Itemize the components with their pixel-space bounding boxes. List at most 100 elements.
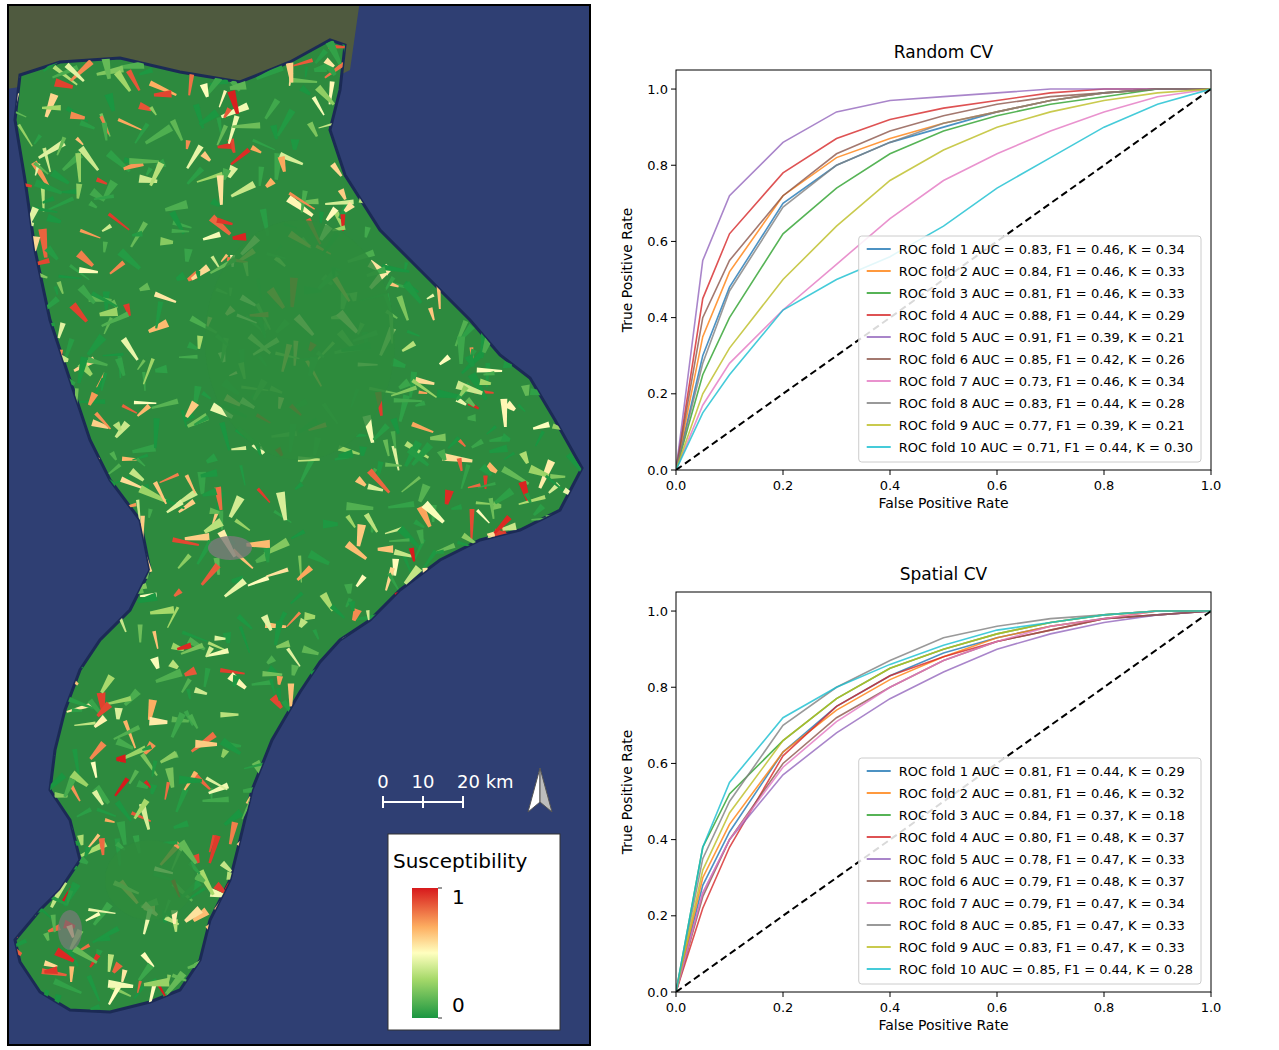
texture-patch (191, 264, 211, 280)
texture-patch (549, 399, 571, 407)
texture-patch (366, 610, 370, 620)
texture-patch (378, 87, 394, 102)
x-tick (783, 470, 784, 475)
texture-patch (124, 583, 137, 594)
texture-patch (481, 191, 501, 207)
texture-patch (172, 229, 190, 233)
texture-patch (342, 122, 356, 139)
scale-label: 0 (377, 771, 388, 792)
texture-patch (569, 606, 590, 621)
texture-patch (559, 774, 563, 784)
legend-label: ROC fold 3 AUC = 0.81, F1 = 0.46, K = 0.… (899, 286, 1185, 301)
texture-patch (326, 892, 339, 897)
texture-patch (205, 969, 216, 979)
texture-patch (351, 809, 358, 820)
texture-patch (497, 668, 506, 679)
y-tick-label: 0.8 (647, 680, 668, 695)
texture-patch (219, 422, 230, 451)
texture-patch (575, 255, 582, 267)
texture-patch (20, 817, 30, 825)
texture-patch (548, 86, 554, 100)
texture-patch (359, 446, 367, 456)
texture-patch (421, 93, 429, 110)
texture-patch (255, 980, 277, 996)
texture-patch (397, 816, 402, 828)
texture-patch (274, 621, 283, 646)
texture-patch (534, 529, 545, 556)
texture-patch (564, 333, 581, 357)
texture-patch (493, 680, 512, 688)
texture-patch (86, 975, 100, 1002)
texture-patch (167, 606, 179, 628)
texture-patch (194, 687, 208, 695)
texture-patch (216, 218, 233, 226)
texture-patch (357, 524, 366, 547)
y-tick (671, 89, 676, 90)
texture-patch (436, 543, 456, 553)
texture-patch (532, 695, 542, 705)
texture-patch (63, 777, 76, 797)
scale-tick (462, 796, 464, 808)
roc-curve (676, 89, 1211, 470)
texture-patch (205, 646, 214, 658)
texture-patch (50, 368, 76, 386)
texture-patch (332, 906, 360, 924)
y-tick-label: 1.0 (647, 604, 668, 619)
texture-patch (462, 162, 471, 180)
texture-patch (463, 192, 471, 205)
legend-label: ROC fold 2 AUC = 0.81, F1 = 0.46, K = 0.… (899, 786, 1185, 801)
texture-patch (114, 540, 127, 554)
texture-patch (290, 78, 317, 83)
texture-patch (94, 623, 103, 641)
texture-patch (114, 777, 129, 796)
colorbar (412, 888, 438, 1018)
texture-patch (175, 788, 188, 812)
texture-patch (354, 172, 371, 190)
texture-patch (533, 624, 556, 630)
texture-patch (276, 640, 291, 649)
texture-patch (250, 145, 261, 154)
texture-patch (246, 42, 253, 57)
texture-patch (458, 439, 466, 447)
texture-patch (25, 887, 38, 899)
texture-patch (391, 385, 417, 396)
texture-patch (82, 483, 93, 496)
texture-patch (310, 664, 328, 675)
plateau (205, 220, 395, 460)
texture-patch (482, 335, 494, 354)
texture-patch (487, 754, 516, 765)
texture-patch (172, 973, 192, 983)
legend-swatch (867, 314, 891, 316)
legend-swatch (867, 402, 891, 404)
texture-patch (570, 304, 589, 320)
texture-patch (96, 702, 112, 718)
texture-patch (316, 875, 325, 893)
texture-patch (471, 740, 477, 752)
legend-swatch (867, 924, 891, 926)
texture-patch (511, 680, 525, 684)
y-tick (671, 393, 676, 394)
texture-patch (376, 709, 390, 728)
texture-patch (412, 103, 429, 123)
texture-patch (149, 106, 157, 116)
texture-patch (35, 753, 54, 769)
texture-patch (523, 334, 544, 344)
texture-patch (28, 617, 56, 629)
texture-patch (106, 696, 132, 705)
legend-swatch (867, 836, 891, 838)
texture-patch (209, 215, 231, 236)
texture-patch (573, 150, 590, 157)
texture-patch (84, 565, 93, 571)
texture-patch (514, 33, 529, 61)
texture-patch (574, 693, 591, 712)
texture-patch (571, 838, 585, 845)
texture-patch (242, 1004, 265, 1010)
texture-patch (61, 403, 80, 429)
y-tick-label: 0.0 (647, 985, 668, 1000)
susceptibility-texture (8, 32, 590, 1037)
texture-patch (370, 889, 382, 906)
texture-patch (548, 227, 563, 254)
texture-patch (237, 987, 262, 1005)
texture-patch (239, 916, 249, 927)
texture-patch (136, 780, 148, 789)
